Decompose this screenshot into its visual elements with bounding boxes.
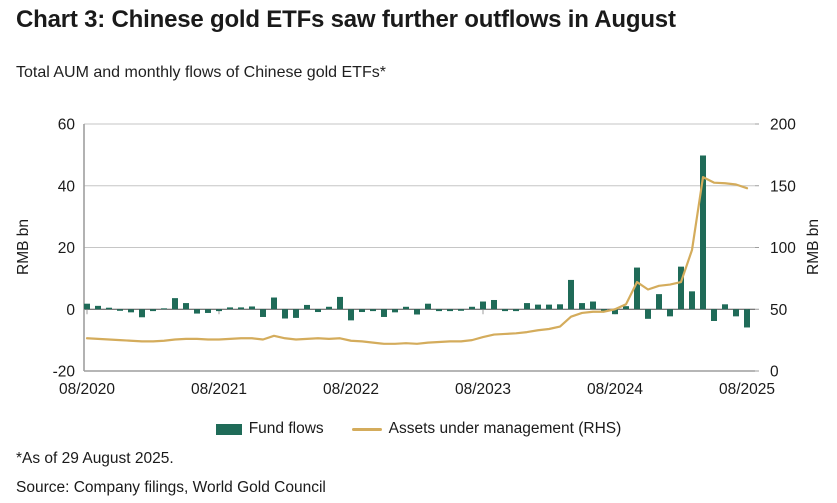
x-axis-tick-label: 08/2024 bbox=[587, 381, 643, 398]
fund-flow-bar bbox=[667, 309, 673, 317]
fund-flow-bar bbox=[722, 304, 728, 310]
chart-footnote: *As of 29 August 2025. bbox=[16, 450, 174, 467]
fund-flow-bar bbox=[271, 297, 277, 310]
fund-flow-bar bbox=[689, 291, 695, 310]
fund-flow-bar bbox=[623, 306, 629, 310]
fund-flow-bar bbox=[304, 304, 310, 310]
right-axis-tick-label: 100 bbox=[770, 240, 796, 257]
fund-flow-bar bbox=[414, 309, 420, 315]
fund-flows-swatch-icon bbox=[215, 423, 242, 435]
fund-flow-bar bbox=[733, 309, 739, 317]
fund-flow-bar bbox=[469, 306, 475, 310]
fund-flow-bar bbox=[447, 309, 453, 312]
left-axis-tick-label: 0 bbox=[66, 302, 75, 319]
right-axis-unit-label: RMB bn bbox=[805, 219, 822, 275]
fund-flow-bar bbox=[348, 309, 354, 321]
fund-flow-bar bbox=[502, 309, 508, 312]
x-axis-tick-label: 08/2021 bbox=[191, 381, 247, 398]
fund-flow-bar bbox=[370, 309, 376, 312]
fund-flow-bar bbox=[359, 309, 365, 313]
left-axis-tick-label: 20 bbox=[58, 240, 76, 257]
fund-flow-bar bbox=[106, 307, 112, 310]
fund-flow-bar bbox=[315, 309, 321, 313]
left-axis-tick-label: 60 bbox=[58, 117, 76, 134]
legend-item-aum: Assets under management (RHS) bbox=[351, 420, 622, 438]
fund-flow-bar bbox=[403, 306, 409, 310]
fund-flow-bar bbox=[436, 309, 442, 312]
x-axis-tick-label: 08/2025 bbox=[719, 381, 775, 398]
fund-flow-bar bbox=[590, 301, 596, 310]
fund-flow-bar bbox=[513, 309, 519, 312]
fund-flow-bar bbox=[260, 309, 266, 317]
fund-flow-bar bbox=[227, 307, 233, 310]
fund-flow-bar bbox=[216, 309, 222, 312]
fund-flow-bar bbox=[117, 309, 123, 311]
fund-flow-bar bbox=[480, 301, 486, 310]
fund-flow-bar bbox=[139, 309, 145, 318]
right-axis-tick-label: 200 bbox=[770, 117, 796, 134]
aum-line-swatch-icon bbox=[351, 427, 382, 431]
chart-title: Chart 3: Chinese gold ETFs saw further o… bbox=[16, 6, 676, 33]
aum-line bbox=[85, 176, 749, 345]
legend-item-fund-flows: Fund flows bbox=[215, 420, 324, 438]
fund-flow-bar bbox=[744, 309, 750, 328]
fund-flow-bar bbox=[205, 309, 211, 313]
fund-flow-bar bbox=[183, 303, 189, 310]
fund-flow-bar bbox=[249, 306, 255, 310]
right-axis-tick-label: 50 bbox=[770, 302, 788, 319]
fund-flow-bar bbox=[546, 304, 552, 310]
chart-subtitle: Total AUM and monthly flows of Chinese g… bbox=[16, 64, 386, 81]
fund-flow-bar bbox=[458, 309, 464, 311]
fund-flow-bar bbox=[194, 309, 200, 314]
fund-flow-bar bbox=[535, 304, 541, 310]
fund-flow-bar bbox=[392, 309, 398, 313]
x-axis-tick-label: 08/2023 bbox=[455, 381, 511, 398]
x-axis-tick-label: 08/2020 bbox=[59, 381, 115, 398]
fund-flow-bar bbox=[645, 309, 651, 319]
fund-flow-bar bbox=[282, 309, 288, 319]
fund-flow-bar bbox=[700, 155, 706, 310]
legend-label-aum: Assets under management (RHS) bbox=[388, 420, 622, 437]
fund-flow-bar bbox=[293, 309, 299, 318]
chart-legend: Fund flows Assets under management (RHS) bbox=[0, 420, 837, 438]
fund-flow-bar bbox=[491, 299, 497, 310]
chart-source: Source: Company filings, World Gold Coun… bbox=[16, 479, 326, 496]
fund-flow-bar bbox=[381, 309, 387, 317]
fund-flow-bar bbox=[579, 303, 585, 310]
fund-flow-bar bbox=[425, 303, 431, 310]
fund-flow-bar bbox=[612, 309, 618, 315]
fund-flow-bar bbox=[238, 307, 244, 310]
fund-flow-bar bbox=[524, 303, 530, 310]
left-axis-unit-label: RMB bn bbox=[15, 219, 32, 275]
fund-flow-bar bbox=[128, 309, 134, 313]
right-axis-tick-label: 150 bbox=[770, 178, 796, 195]
left-axis-tick-label: -20 bbox=[53, 364, 76, 381]
fund-flow-bar bbox=[150, 309, 156, 312]
fund-flow-bar bbox=[161, 308, 167, 310]
fund-flow-bar bbox=[678, 266, 684, 310]
fund-flow-bar bbox=[95, 305, 101, 310]
fund-flow-bar bbox=[557, 304, 563, 310]
x-axis-tick-label: 08/2022 bbox=[323, 381, 379, 398]
fund-flow-bar bbox=[711, 309, 717, 321]
fund-flow-bar bbox=[337, 296, 343, 310]
fund-flow-bar bbox=[656, 294, 662, 310]
fund-flow-bar bbox=[634, 267, 640, 310]
fund-flow-bar bbox=[172, 298, 178, 310]
fund-flow-bar bbox=[568, 279, 574, 310]
gridlines bbox=[83, 123, 759, 372]
fund-flow-bar bbox=[601, 309, 607, 312]
fund-flows-bars bbox=[84, 155, 750, 328]
fund-flow-bar bbox=[84, 303, 90, 310]
fund-flow-bar bbox=[326, 306, 332, 310]
legend-label-fund-flows: Fund flows bbox=[248, 420, 324, 437]
right-axis-tick-label: 0 bbox=[770, 364, 779, 381]
left-axis-tick-label: 40 bbox=[58, 178, 76, 195]
